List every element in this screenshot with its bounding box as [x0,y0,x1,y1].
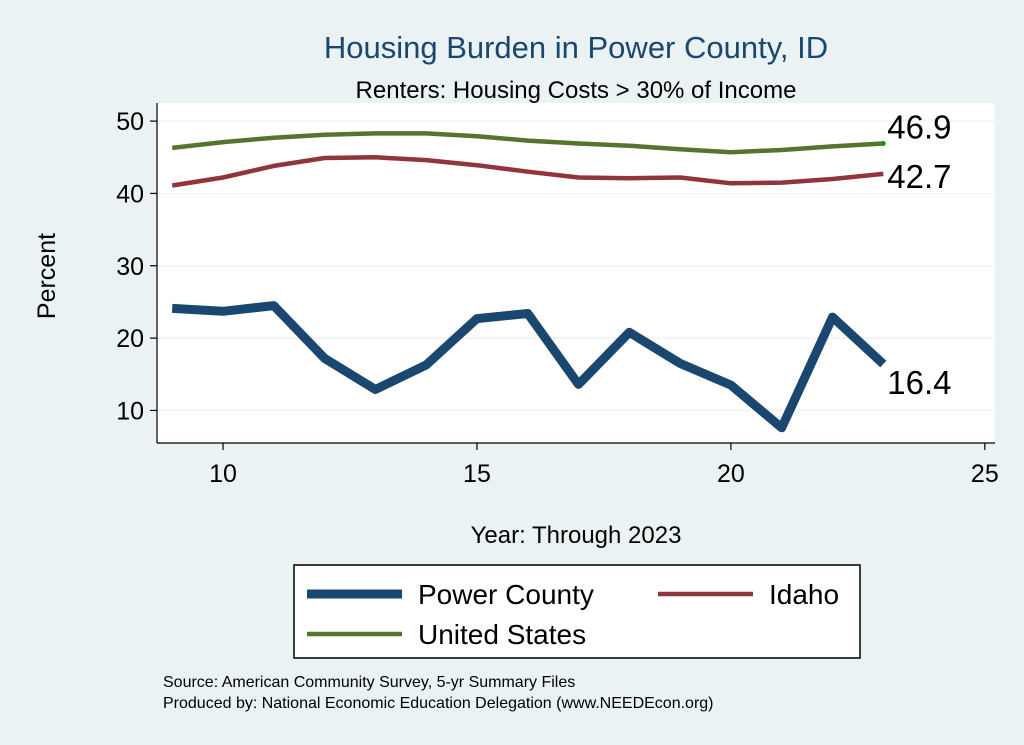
source-note: Source: American Community Survey, 5-yr … [163,674,575,691]
grid-lines [157,120,995,412]
series-line-united-states [171,131,884,155]
y-axis-label: Percent [33,233,61,319]
y-tick-label: 40 [116,180,144,208]
producer-note: Produced by: National Economic Education… [163,695,714,712]
legend-label-united-states: United States [418,619,586,650]
series-line-idaho [171,155,884,188]
legend-box [293,564,861,659]
y-tick-label: 10 [116,397,144,425]
plot-area [157,103,995,443]
x-tick-label: 10 [209,460,237,488]
end-label-united-states: 46.9 [887,109,951,146]
y-tick-label: 20 [116,325,144,353]
x-tick-label: 20 [717,460,745,488]
end-marker-united-states [880,141,886,147]
y-tick-label: 30 [116,253,144,281]
end-label-idaho: 42.7 [887,158,951,195]
legend-label-idaho: Idaho [769,579,839,610]
chart-title: Housing Burden in Power County, ID [324,30,828,65]
axis-ticks: 10 20 30 40 50 10 15 20 25 [116,108,999,488]
legend-label-power-county: Power County [418,579,594,610]
end-labels: 16.4 42.7 46.9 [880,109,952,401]
x-tick-label: 15 [463,460,491,488]
series-line-power-county [171,301,887,433]
series-lines [171,131,887,433]
y-tick-label: 50 [116,108,144,136]
x-axis-label: Year: Through 2023 [471,522,682,549]
chart-subtitle: Renters: Housing Costs > 30% of Income [356,77,797,104]
x-tick-label: 25 [971,460,999,488]
end-label-power-county: 16.4 [887,364,951,401]
legend: Power County Idaho United States [293,564,861,659]
axes [156,103,995,444]
